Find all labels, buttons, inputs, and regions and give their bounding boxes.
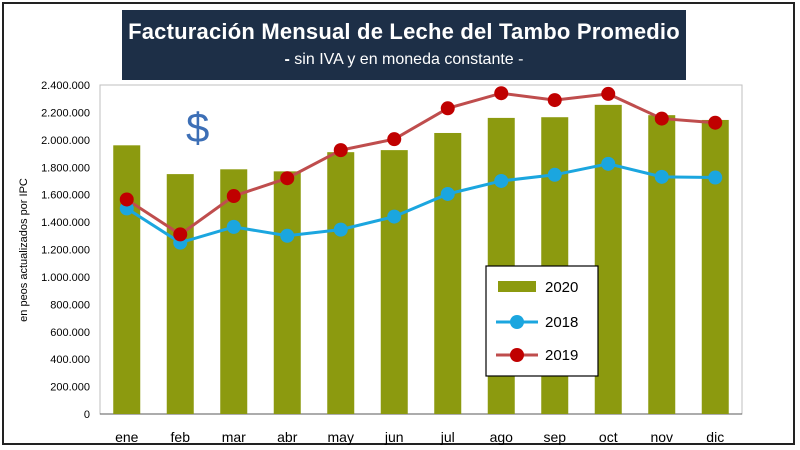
marker-2019-oct: [601, 86, 616, 101]
marker-2019-jul: [440, 101, 455, 116]
legend-marker-2018: [510, 315, 524, 329]
series-line-2019: [125, 91, 716, 237]
marker-2018-mar: [226, 219, 241, 234]
legend-swatch-2020: [498, 281, 536, 292]
bar-2020-dic: [701, 119, 729, 415]
x-tick-label-ago: ago: [490, 429, 514, 445]
marker-2019-feb: [173, 227, 188, 242]
series-line-2018: [125, 162, 716, 245]
legend: 2020 2018 2019: [485, 265, 599, 377]
marker-2018-sep: [547, 167, 562, 182]
y-tick-label: 400.000: [50, 354, 90, 366]
subtitle-text: sin IVA y en moneda constante -: [294, 51, 524, 68]
marker-2018-ago: [494, 173, 509, 188]
y-tick-label: 2.000.000: [41, 135, 90, 147]
marker-2018-nov: [654, 169, 669, 184]
x-tick-label-mar: mar: [222, 429, 246, 445]
chart-subtitle: - sin IVA y en moneda constante -: [122, 51, 686, 69]
chart-title: Facturación Mensual de Leche del Tambo P…: [128, 19, 680, 44]
y-tick-label: 1.800.000: [41, 162, 90, 174]
marker-2019-abr: [280, 171, 295, 186]
marker-2019-dic: [708, 115, 723, 130]
bar-2020-abr: [273, 171, 301, 414]
y-tick-label: 1.000.000: [41, 272, 90, 284]
y-tick-label: 600.000: [50, 327, 90, 339]
bar-2020-may: [327, 152, 355, 414]
x-tick-label-jun: jun: [384, 429, 404, 445]
y-tick-label: 800.000: [50, 299, 90, 311]
marker-2019-may: [333, 143, 348, 158]
marker-2018-may: [333, 222, 348, 237]
marker-2019-ago: [494, 86, 509, 101]
x-tick-label-dic: dic: [706, 429, 724, 445]
bar-2020-ene: [113, 145, 141, 415]
x-tick-label-may: may: [328, 429, 354, 445]
y-tick-label: 1.200.000: [41, 245, 90, 257]
y-axis-label: en peos actualizados por IPC: [18, 178, 30, 322]
subtitle-dash: -: [284, 51, 290, 68]
y-tick-label: 200.000: [50, 382, 90, 394]
bar-2020-jun: [380, 150, 408, 415]
marker-2019-jun: [387, 132, 402, 147]
x-tick-label-oct: oct: [599, 429, 618, 445]
y-tick-label: 2.200.000: [41, 107, 90, 119]
legend-label-2019: 2019: [545, 347, 578, 364]
x-tick-label-abr: abr: [277, 429, 298, 445]
marker-2019-sep: [547, 93, 562, 108]
title-box: Facturación Mensual de Leche del Tambo P…: [122, 10, 686, 80]
bar-2020-mar: [220, 169, 248, 414]
marker-2018-jun: [387, 209, 402, 224]
marker-2018-jul: [440, 186, 455, 201]
dollar-sign: $: [186, 104, 209, 151]
y-tick-label: 1.400.000: [41, 217, 90, 229]
bar-2020-nov: [648, 115, 676, 415]
x-tick-label-ene: ene: [115, 429, 139, 445]
marker-2019-nov: [654, 111, 669, 126]
marker-2019-mar: [226, 189, 241, 204]
marker-2018-dic: [708, 170, 723, 185]
y-tick-label: 2.400.000: [41, 80, 90, 92]
x-tick-label-sep: sep: [543, 429, 566, 445]
y-tick-label: 0: [84, 409, 90, 421]
bar-2020-jul: [434, 132, 462, 414]
marker-2018-abr: [280, 228, 295, 243]
legend-marker-2019: [510, 348, 524, 362]
x-tick-label-feb: feb: [171, 429, 191, 445]
marker-2018-oct: [601, 156, 616, 171]
x-tick-label-nov: nov: [650, 429, 673, 445]
y-tick-label: 1.600.000: [41, 190, 90, 202]
bar-2020-oct: [594, 104, 622, 415]
marker-2019-ene: [119, 192, 134, 207]
bar-2020-feb: [166, 174, 194, 414]
x-tick-label-jul: jul: [440, 429, 455, 445]
legend-label-2018: 2018: [545, 314, 578, 331]
legend-label-2020: 2020: [545, 279, 578, 296]
